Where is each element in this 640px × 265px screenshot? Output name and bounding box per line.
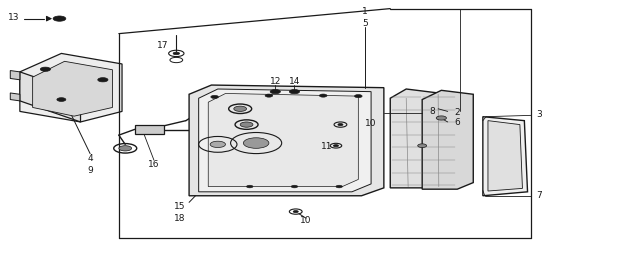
Text: 15: 15 bbox=[174, 202, 186, 211]
Circle shape bbox=[210, 141, 225, 148]
Text: 8: 8 bbox=[430, 107, 436, 116]
Text: 17: 17 bbox=[157, 41, 168, 50]
Text: 6: 6 bbox=[454, 118, 460, 127]
Circle shape bbox=[246, 185, 253, 188]
Polygon shape bbox=[10, 93, 20, 101]
Polygon shape bbox=[483, 117, 527, 196]
Text: 5: 5 bbox=[362, 19, 367, 28]
Circle shape bbox=[436, 116, 447, 120]
Text: 13: 13 bbox=[8, 13, 20, 22]
Circle shape bbox=[265, 94, 273, 97]
Circle shape bbox=[40, 67, 51, 71]
Polygon shape bbox=[488, 121, 522, 191]
Polygon shape bbox=[20, 54, 122, 122]
Circle shape bbox=[234, 106, 246, 111]
Polygon shape bbox=[390, 89, 438, 188]
Circle shape bbox=[243, 138, 269, 148]
Circle shape bbox=[119, 146, 132, 151]
Text: 7: 7 bbox=[536, 191, 541, 200]
Polygon shape bbox=[422, 90, 473, 189]
Text: 10: 10 bbox=[365, 119, 376, 128]
Polygon shape bbox=[20, 72, 81, 122]
Text: 9: 9 bbox=[87, 166, 93, 175]
Circle shape bbox=[240, 122, 253, 127]
Circle shape bbox=[173, 52, 179, 55]
Polygon shape bbox=[189, 85, 384, 196]
Circle shape bbox=[338, 123, 343, 126]
Circle shape bbox=[293, 210, 298, 213]
Text: 11: 11 bbox=[321, 143, 333, 152]
Text: 2: 2 bbox=[454, 108, 460, 117]
Circle shape bbox=[57, 98, 66, 101]
Circle shape bbox=[418, 144, 427, 148]
Text: 16: 16 bbox=[148, 160, 160, 169]
Text: 14: 14 bbox=[289, 77, 300, 86]
Text: 10: 10 bbox=[300, 216, 312, 225]
Circle shape bbox=[355, 95, 362, 98]
Circle shape bbox=[98, 78, 108, 82]
Circle shape bbox=[211, 95, 218, 99]
Polygon shape bbox=[10, 70, 20, 80]
Circle shape bbox=[336, 185, 342, 188]
Circle shape bbox=[333, 145, 339, 147]
Circle shape bbox=[53, 16, 66, 21]
Text: 1: 1 bbox=[362, 7, 367, 16]
Polygon shape bbox=[208, 94, 358, 187]
Circle shape bbox=[319, 94, 327, 97]
Text: 3: 3 bbox=[536, 109, 541, 118]
Text: 18: 18 bbox=[174, 214, 186, 223]
Polygon shape bbox=[33, 61, 113, 116]
Circle shape bbox=[270, 90, 280, 94]
Text: 12: 12 bbox=[269, 77, 281, 86]
Polygon shape bbox=[198, 89, 371, 192]
Circle shape bbox=[289, 90, 300, 94]
Circle shape bbox=[291, 185, 298, 188]
Text: 4: 4 bbox=[87, 154, 93, 163]
Polygon shape bbox=[135, 125, 164, 134]
